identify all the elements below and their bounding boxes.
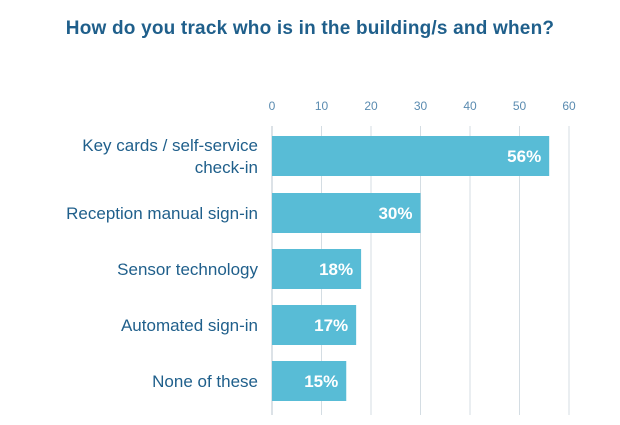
category-label: Reception manual sign-in bbox=[66, 204, 258, 223]
bar bbox=[272, 305, 357, 345]
category-label: check-in bbox=[195, 158, 258, 177]
data-label: 18% bbox=[319, 260, 353, 279]
x-tick-label: 60 bbox=[562, 99, 576, 113]
x-tick-label: 20 bbox=[364, 99, 378, 113]
x-tick-label: 0 bbox=[269, 99, 276, 113]
category-label: Key cards / self-service bbox=[82, 136, 258, 155]
data-label: 15% bbox=[304, 372, 338, 391]
bar bbox=[272, 136, 550, 176]
category-label: Sensor technology bbox=[117, 260, 258, 279]
x-tick-label: 50 bbox=[513, 99, 527, 113]
bar bbox=[272, 193, 421, 233]
x-tick-label: 10 bbox=[315, 99, 329, 113]
x-tick-label: 30 bbox=[414, 99, 428, 113]
category-label: None of these bbox=[152, 372, 258, 391]
chart-title: How do you track who is in the building/… bbox=[65, 18, 555, 39]
bar bbox=[272, 361, 347, 401]
data-label: 56% bbox=[507, 147, 541, 166]
bar bbox=[272, 249, 362, 289]
x-tick-label: 40 bbox=[463, 99, 477, 113]
data-label: 17% bbox=[314, 316, 348, 335]
data-label: 30% bbox=[378, 204, 412, 223]
category-label: Automated sign-in bbox=[121, 316, 258, 335]
